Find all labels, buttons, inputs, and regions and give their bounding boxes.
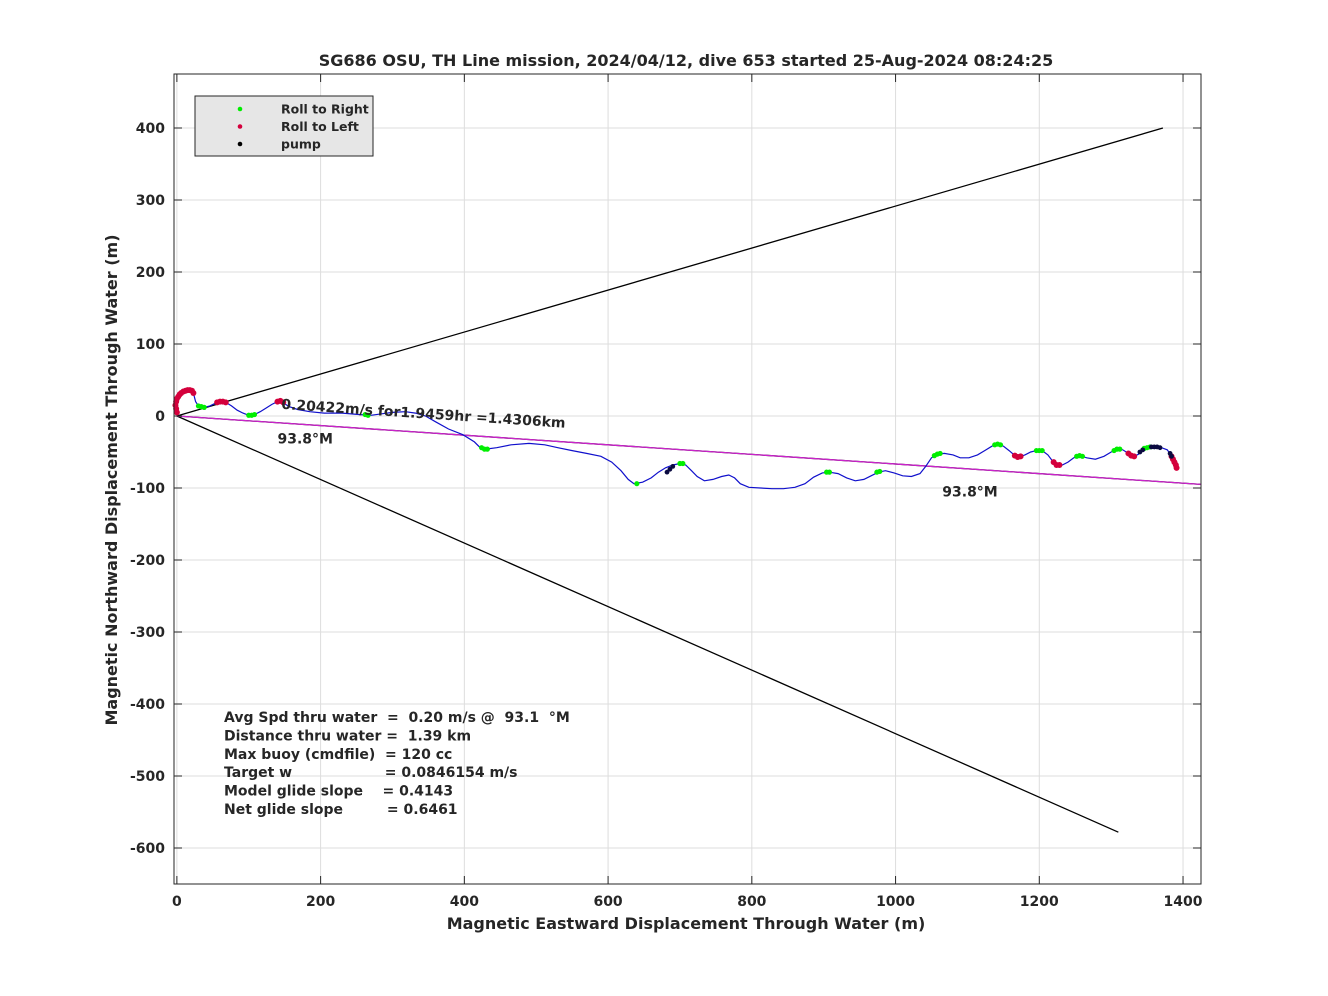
heading-line-magenta (176, 415, 1202, 486)
cone-lower-line (176, 415, 1119, 833)
y-tick-label: 300 (136, 193, 165, 209)
legend: Roll to Right Roll to Left pump (194, 95, 374, 157)
roll-right-point (1079, 453, 1086, 459)
legend-entry: Roll to Right (281, 102, 369, 117)
stats-line: Distance thru water = 1.39 km (224, 728, 471, 744)
stats-line: Avg Spd thru water = 0.20 m/s @ 93.1 °M (224, 710, 570, 726)
stats-line: Net glide slope = 0.6461 (224, 802, 458, 818)
pump-point (1169, 453, 1174, 459)
y-axis-label: Magnetic Northward Displacement Through … (102, 234, 121, 725)
grid (174, 74, 1201, 884)
x-tick-label: 1200 (1020, 894, 1059, 910)
roll-right-point (1117, 446, 1123, 452)
y-tick-label: -500 (130, 769, 165, 785)
annotation-label: 93.8°M (942, 485, 997, 501)
pump-point (1157, 445, 1163, 451)
roll-left-point (1017, 453, 1024, 460)
x-tick-label: 400 (450, 894, 479, 910)
roll-left-point (280, 399, 287, 406)
y-tick-label: -600 (130, 841, 165, 857)
stats-block: Avg Spd thru water = 0.20 m/s @ 93.1 °M D… (224, 710, 570, 818)
pump-point (670, 464, 676, 469)
legend-entry: Roll to Left (281, 119, 359, 134)
reference-lines (176, 127, 1202, 833)
legend-entry: pump (281, 137, 321, 152)
x-tick-label: 800 (737, 894, 766, 910)
x-tick-label: 600 (593, 894, 622, 910)
y-tick-label: 0 (155, 409, 165, 425)
stats-line: Target w = 0.0846154 m/s (224, 765, 517, 781)
x-tick-label: 200 (306, 894, 335, 910)
x-axis-label: Magnetic Eastward Displacement Through W… (447, 914, 926, 933)
axis-ticks: 0 200 400 600 800 1000 1200 1400-600-500-400-30… (130, 74, 1203, 910)
y-tick-label: -400 (130, 697, 165, 713)
roll-left-point (1173, 464, 1180, 471)
roll-right-point (365, 412, 371, 418)
y-tick-label: 400 (136, 121, 165, 137)
x-tick-label: 1400 (1164, 894, 1203, 910)
y-tick-label: -300 (130, 625, 165, 641)
y-tick-label: 200 (136, 265, 165, 281)
roll-left-point (1056, 461, 1063, 468)
cone-upper-line (176, 127, 1164, 417)
track-layer (174, 389, 1178, 490)
y-tick-label: 100 (136, 337, 165, 353)
roll-right-point (877, 468, 883, 475)
roll-right-point (484, 446, 490, 452)
roll-left-point (222, 399, 229, 406)
roll-right-point (634, 481, 640, 487)
x-tick-label: 1000 (876, 894, 915, 910)
roll-left-point (1131, 453, 1138, 460)
roll-right-point (937, 450, 943, 457)
stats-line: Model glide slope = 0.4143 (224, 784, 453, 800)
roll-right-point (826, 469, 833, 475)
roll-left-point (190, 389, 197, 396)
dive-track (174, 389, 1178, 490)
roll-right-point (201, 404, 207, 410)
legend-box (194, 95, 374, 157)
pump-point (1140, 447, 1146, 453)
y-tick-label: -200 (130, 553, 165, 569)
roll-right-point (251, 411, 258, 418)
roll-right-point (680, 460, 686, 467)
roll-right-point (997, 442, 1004, 448)
legend-marker (237, 124, 243, 129)
annotation-label: 93.8°M (277, 431, 332, 447)
roll-right-point (1039, 447, 1045, 454)
stats-line: Max buoy (cmdfile) = 120 cc (224, 747, 452, 763)
marker-layer (172, 387, 1180, 487)
legend-marker (237, 106, 243, 112)
chart-title: SG686 OSU, TH Line mission, 2024/04/12, … (319, 51, 1053, 70)
plot-frame (173, 73, 1202, 885)
legend-marker (237, 141, 243, 147)
x-tick-label: 0 (172, 894, 182, 910)
y-tick-label: -100 (130, 481, 165, 497)
